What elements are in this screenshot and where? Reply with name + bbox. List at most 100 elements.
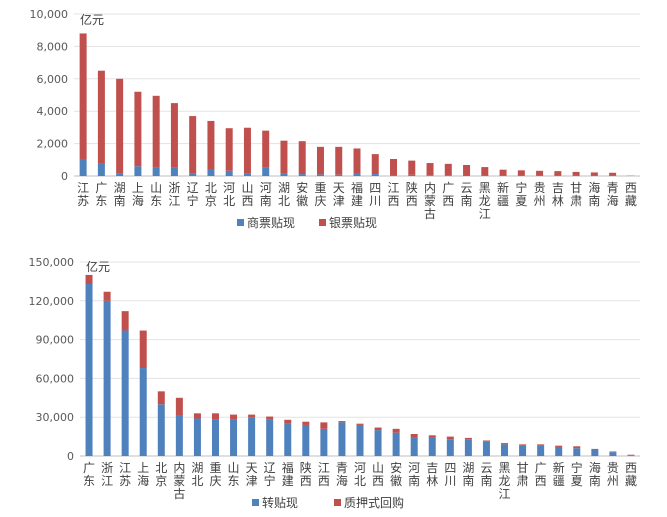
- bar-segment: [284, 419, 292, 424]
- x-tick-label: 贵州: [534, 181, 546, 208]
- x-tick-label: 广东: [83, 461, 95, 488]
- x-tick-label: 黑龙江: [499, 461, 511, 501]
- bar-segment: [316, 174, 324, 176]
- bar-segment: [428, 435, 436, 438]
- bar-segment: [280, 173, 288, 176]
- bar-segment: [410, 437, 418, 456]
- bar-segment: [152, 167, 160, 176]
- bar-segment: [481, 167, 489, 176]
- bar-segment: [392, 432, 400, 456]
- x-tick-label: 天津: [333, 181, 345, 208]
- x-tick-label: 辽宁: [264, 461, 276, 488]
- x-tick-label: 辽宁: [187, 181, 199, 208]
- bar-segment: [103, 300, 111, 456]
- bar-segment: [121, 330, 129, 456]
- x-tick-label: 湖南: [462, 460, 474, 488]
- bar-segment: [554, 171, 562, 176]
- x-tick-label: 甘肃: [570, 181, 582, 208]
- legend-label: 商票贴现: [247, 215, 295, 230]
- bar-segment: [280, 140, 288, 174]
- x-tick-label: 河南: [408, 461, 420, 488]
- bar-segment: [152, 95, 160, 168]
- bar-segment: [157, 391, 165, 405]
- legend-swatch: [252, 499, 259, 506]
- bar-segment: [573, 446, 581, 449]
- bar-segment: [482, 440, 490, 442]
- legend-swatch: [237, 219, 244, 226]
- bar-segment: [298, 174, 306, 176]
- bar-segment: [262, 130, 270, 168]
- bar-segment: [85, 274, 93, 284]
- bar-segment: [555, 445, 563, 447]
- bar-segment: [335, 174, 343, 176]
- x-tick-label: 陕西: [406, 180, 418, 208]
- x-tick-label: 重庆: [209, 461, 221, 488]
- bar-segment: [609, 451, 617, 453]
- bar-segment: [189, 116, 197, 174]
- x-tick-label: 西藏: [625, 461, 637, 488]
- bar-segment: [374, 430, 382, 456]
- bar-segment: [248, 417, 256, 456]
- bar-segment: [590, 172, 598, 176]
- bar-segment: [356, 423, 364, 425]
- y-tick-label: 60,000: [36, 372, 75, 385]
- x-tick-label: 内蒙古: [173, 461, 185, 501]
- bar-segment: [97, 163, 105, 176]
- bar-segment: [170, 167, 178, 176]
- x-tick-label: 吉林: [426, 461, 438, 488]
- bar-segment: [302, 421, 310, 425]
- x-tick-label: 山西: [372, 461, 384, 488]
- bar-segment: [262, 167, 270, 176]
- bar-segment: [338, 422, 346, 456]
- x-tick-label: 河北: [223, 181, 235, 208]
- bar-segment: [426, 163, 434, 176]
- x-tick-label: 山东: [228, 461, 240, 488]
- x-tick-label: 安徽: [390, 460, 402, 488]
- bar-segment: [193, 418, 201, 456]
- bar-segment: [103, 291, 111, 301]
- bar-segment: [243, 127, 251, 174]
- x-tick-label: 浙江: [101, 461, 113, 488]
- x-tick-label: 宁夏: [515, 180, 527, 208]
- unit-label: 亿元: [86, 259, 110, 274]
- bar-segment: [573, 448, 581, 456]
- y-tick-label: 150,000: [29, 256, 75, 269]
- x-tick-label: 山西: [241, 181, 253, 208]
- bar-segment: [371, 154, 379, 175]
- bar-segment: [356, 424, 364, 456]
- bar-segment: [316, 146, 324, 175]
- bar-segment: [482, 441, 490, 456]
- x-tick-label: 福建: [351, 180, 363, 208]
- bar-segment: [627, 455, 635, 456]
- x-tick-label: 吉林: [552, 181, 564, 208]
- x-tick-label: 湖南: [114, 180, 126, 208]
- bar-segment: [225, 128, 233, 171]
- x-tick-label: 云南: [480, 461, 492, 488]
- legend-swatch: [334, 499, 341, 506]
- legend-label: 银票贴现: [329, 216, 377, 230]
- bar-segment: [211, 419, 219, 456]
- x-tick-label: 广西: [535, 461, 547, 488]
- x-tick-label: 贵州: [607, 461, 619, 488]
- x-tick-label: 上海: [132, 181, 144, 208]
- bar-segment: [266, 416, 274, 420]
- bar-segment: [591, 449, 599, 456]
- bar-segment: [519, 445, 527, 456]
- bar-segment: [392, 428, 400, 433]
- x-tick-label: 新疆: [553, 460, 565, 488]
- bar-segment: [609, 452, 617, 456]
- x-tick-label: 江苏: [77, 181, 89, 208]
- bar-segment: [79, 33, 87, 159]
- x-tick-label: 陕西: [300, 460, 312, 488]
- bar-segment: [175, 415, 183, 456]
- bar-segment: [207, 120, 215, 170]
- x-tick-label: 重庆: [314, 181, 326, 208]
- bar-segment: [408, 160, 416, 175]
- x-tick-label: 四川: [444, 461, 456, 488]
- bar-segment: [501, 444, 509, 456]
- bar-segment: [79, 158, 87, 176]
- x-tick-label: 青海: [336, 461, 348, 488]
- chart-commercial-bill-discount: 0 2,000 4,000 6,000 8,000 10,000 亿元江苏广东湖南上海山东浙…: [30, 8, 640, 230]
